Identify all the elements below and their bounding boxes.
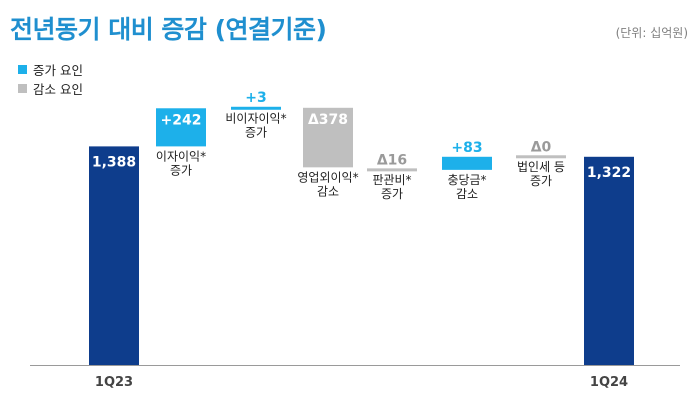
category-label-6-0: 법인세 등 <box>517 160 565 174</box>
legend-swatch-decrease <box>18 84 27 93</box>
category-label-3-1: 감소 <box>317 184 339 198</box>
unit-label: (단위: 십억원) <box>615 26 688 40</box>
bar---6 <box>516 155 566 159</box>
category-label-3-0: 영업외이익* <box>297 170 358 184</box>
legend-item-increase: 증가 요인 <box>18 60 83 79</box>
bar-1q23-0 <box>89 146 139 365</box>
data-label-7: 1,322 <box>587 165 631 181</box>
category-label-1-1: 증가 <box>170 163 192 177</box>
data-label-4: Δ16 <box>377 152 407 168</box>
legend-swatch-increase <box>18 65 27 74</box>
x-tick-label-0: 1Q23 <box>95 375 133 390</box>
legend: 증가 요인 감소 요인 <box>18 60 83 98</box>
bar---4 <box>367 168 417 172</box>
category-label-2-1: 증가 <box>245 125 267 139</box>
data-label-3: Δ378 <box>308 112 348 128</box>
legend-item-decrease: 감소 요인 <box>18 79 83 98</box>
category-label-4-0: 판관비* <box>372 173 411 187</box>
data-label-6: Δ0 <box>531 139 552 155</box>
x-tick-label-7: 1Q24 <box>590 375 628 390</box>
category-label-5-1: 감소 <box>456 187 478 201</box>
bar---5 <box>442 156 492 170</box>
data-label-1: +242 <box>161 112 202 128</box>
legend-label-increase: 증가 요인 <box>33 63 83 78</box>
category-label-6-1: 증가 <box>530 174 552 188</box>
bar---2 <box>231 106 281 110</box>
data-label-2: +3 <box>245 90 266 106</box>
bar-1q24-7 <box>584 156 634 365</box>
category-label-2-0: 비이자이익* <box>225 111 286 125</box>
category-label-4-1: 증가 <box>381 187 403 201</box>
bar---1 <box>156 108 206 147</box>
category-label-1-0: 이자이익* <box>156 149 206 163</box>
data-label-5: +83 <box>451 140 482 156</box>
legend-label-decrease: 감소 요인 <box>33 82 83 97</box>
data-label-0: 1,388 <box>92 154 136 170</box>
category-label-5-0: 충당금* <box>447 173 486 187</box>
bar---3 <box>303 107 353 168</box>
page-title: 전년동기 대비 증감 (연결기준) <box>10 15 327 44</box>
